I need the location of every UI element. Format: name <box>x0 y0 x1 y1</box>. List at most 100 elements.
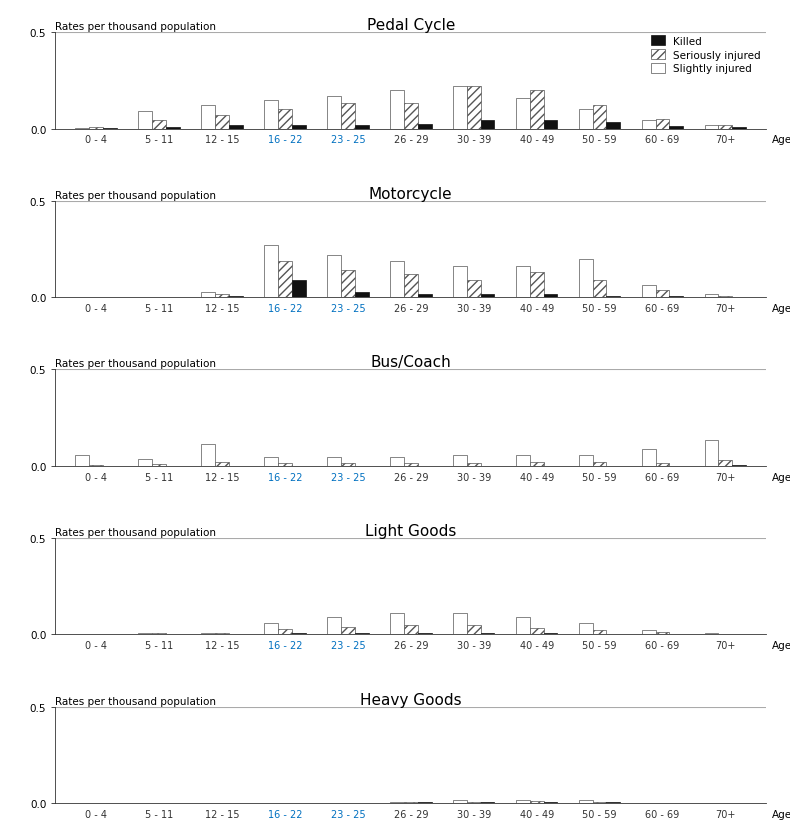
Text: 30 - 39: 30 - 39 <box>457 135 491 145</box>
Bar <box>264 100 278 129</box>
Bar <box>516 800 530 803</box>
Bar <box>467 281 480 298</box>
Bar <box>166 128 180 129</box>
Bar <box>355 633 369 635</box>
Bar <box>404 275 418 298</box>
Bar <box>656 633 669 635</box>
Bar <box>705 295 718 298</box>
Bar <box>404 104 418 129</box>
Bar <box>264 246 278 298</box>
Text: 60 - 69: 60 - 69 <box>645 809 679 819</box>
Bar <box>341 104 355 129</box>
Bar <box>453 614 467 635</box>
Bar <box>404 802 418 803</box>
Bar <box>516 99 530 129</box>
Text: Rates per thousand population: Rates per thousand population <box>55 527 216 537</box>
Bar <box>390 91 404 129</box>
Bar <box>327 256 341 298</box>
Text: 23 - 25: 23 - 25 <box>330 304 365 314</box>
Text: 16 - 22: 16 - 22 <box>268 641 303 651</box>
Bar <box>530 91 544 129</box>
Bar <box>480 121 495 129</box>
Bar <box>607 123 620 129</box>
Bar <box>201 293 215 298</box>
Bar <box>418 295 431 298</box>
Bar <box>592 106 607 129</box>
Bar <box>656 291 669 298</box>
Bar <box>278 262 292 298</box>
Text: 60 - 69: 60 - 69 <box>645 472 679 482</box>
Bar <box>480 295 495 298</box>
Bar <box>579 259 592 298</box>
Bar <box>530 802 544 803</box>
Bar <box>327 618 341 635</box>
Text: 0 - 4: 0 - 4 <box>85 809 107 819</box>
Bar <box>138 112 152 129</box>
Bar <box>669 127 683 129</box>
Bar <box>656 120 669 129</box>
Bar <box>592 281 607 298</box>
Bar <box>264 458 278 466</box>
Text: 50 - 59: 50 - 59 <box>582 135 617 145</box>
Text: 23 - 25: 23 - 25 <box>330 472 365 482</box>
Text: 0 - 4: 0 - 4 <box>85 641 107 651</box>
Bar <box>718 296 732 298</box>
Bar <box>718 460 732 466</box>
Text: 26 - 29: 26 - 29 <box>393 809 428 819</box>
Bar <box>641 286 656 298</box>
Text: 5 - 11: 5 - 11 <box>145 809 173 819</box>
Bar <box>530 272 544 298</box>
Bar <box>592 630 607 635</box>
Bar <box>579 801 592 803</box>
Text: Rates per thousand population: Rates per thousand population <box>55 22 216 32</box>
Bar <box>390 802 404 803</box>
Text: 26 - 29: 26 - 29 <box>393 641 428 651</box>
Bar <box>718 126 732 129</box>
Text: 26 - 29: 26 - 29 <box>393 135 428 145</box>
Bar <box>516 267 530 298</box>
Text: 60 - 69: 60 - 69 <box>645 304 679 314</box>
Text: 30 - 39: 30 - 39 <box>457 809 491 819</box>
Text: 40 - 49: 40 - 49 <box>520 809 554 819</box>
Bar <box>579 110 592 129</box>
Bar <box>467 802 480 803</box>
Text: 60 - 69: 60 - 69 <box>645 641 679 651</box>
Bar <box>292 281 306 298</box>
Bar <box>404 625 418 635</box>
Text: 40 - 49: 40 - 49 <box>520 472 554 482</box>
Title: Bus/Coach: Bus/Coach <box>371 355 451 370</box>
Text: 12 - 15: 12 - 15 <box>205 135 239 145</box>
Text: 30 - 39: 30 - 39 <box>457 641 491 651</box>
Text: 50 - 59: 50 - 59 <box>582 809 617 819</box>
Bar <box>390 262 404 298</box>
Bar <box>705 633 718 635</box>
Text: 70+: 70+ <box>715 809 735 819</box>
Text: 26 - 29: 26 - 29 <box>393 304 428 314</box>
Text: 16 - 22: 16 - 22 <box>268 135 303 145</box>
Bar <box>152 121 166 129</box>
Bar <box>292 126 306 129</box>
Bar <box>341 464 355 466</box>
Text: 40 - 49: 40 - 49 <box>520 304 554 314</box>
Bar <box>516 618 530 635</box>
Bar <box>341 627 355 635</box>
Text: 50 - 59: 50 - 59 <box>582 304 617 314</box>
Text: 12 - 15: 12 - 15 <box>205 641 239 651</box>
Text: 5 - 11: 5 - 11 <box>145 135 173 145</box>
Bar <box>705 440 718 466</box>
Bar <box>355 293 369 298</box>
Text: 5 - 11: 5 - 11 <box>145 641 173 651</box>
Title: Heavy Goods: Heavy Goods <box>360 692 461 707</box>
Bar <box>229 126 243 129</box>
Bar <box>341 271 355 298</box>
Bar <box>404 464 418 466</box>
Bar <box>592 463 607 466</box>
Text: 50 - 59: 50 - 59 <box>582 641 617 651</box>
Bar <box>215 295 229 298</box>
Text: 26 - 29: 26 - 29 <box>393 472 428 482</box>
Bar <box>705 126 718 129</box>
Title: Motorcycle: Motorcycle <box>369 186 453 201</box>
Bar <box>355 126 369 129</box>
Text: Age: Age <box>772 472 790 482</box>
Bar <box>732 128 747 129</box>
